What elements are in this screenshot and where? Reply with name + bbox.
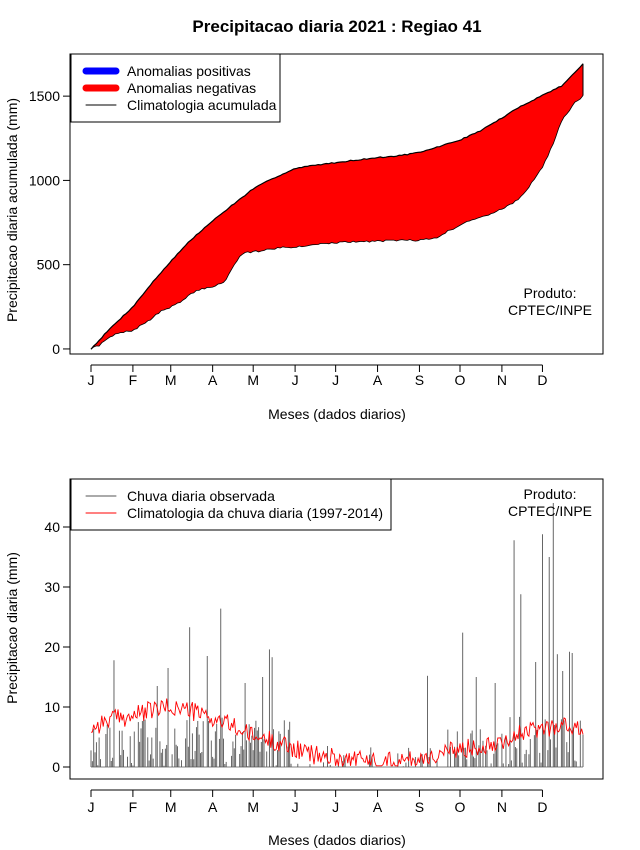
daily-climatology-layer — [90, 698, 584, 768]
legend-label-top: Climatologia acumulada — [127, 97, 277, 113]
x-tick-label-top: A — [208, 372, 218, 388]
y-tick-label-bottom: 40 — [44, 519, 60, 535]
x-tick-label-bottom: M — [165, 799, 177, 815]
credit-label-bottom: Produto: — [524, 486, 577, 502]
x-tick-label-bottom: F — [129, 799, 138, 815]
daily-rain-bars-layer — [90, 503, 584, 768]
x-tick-label-top: N — [497, 372, 507, 388]
chart-title: Precipitacao diaria 2021 : Regiao 41 — [192, 17, 481, 36]
x-tick-label-bottom: A — [373, 799, 383, 815]
x-tick-label-bottom: S — [415, 799, 424, 815]
legend-label-top: Anomalias negativas — [127, 80, 256, 96]
x-tick-label-bottom: O — [455, 799, 466, 815]
legend-label-bottom: Climatologia da chuva diaria (1997-2014) — [127, 505, 383, 521]
y-tick-label-top: 500 — [37, 257, 61, 273]
x-tick-label-bottom: M — [247, 799, 259, 815]
credit-label-top: Produto: — [524, 285, 577, 301]
observed-cumulative-line — [90, 95, 584, 350]
x-tick-label-top: J — [292, 372, 299, 388]
x-tick-label-top: J — [88, 372, 95, 388]
x-axis-title-bottom: Meses (dados diarios) — [268, 832, 406, 848]
legend-box-bottom — [70, 478, 392, 531]
y-axis-title-top: Precipitacao diaria acumulada (mm) — [4, 98, 20, 322]
legend-label-top: Anomalias positivas — [127, 63, 251, 79]
y-tick-label-bottom: 10 — [44, 699, 60, 715]
x-tick-label-top: A — [373, 372, 383, 388]
y-axis-top: 0 500 1000 1500 — [29, 88, 71, 357]
negative-anomaly-area — [91, 63, 583, 350]
y-axis-title-bottom: Precipitacao diaria (mm) — [4, 552, 20, 704]
x-tick-label-top: J — [332, 372, 339, 388]
x-tick-label-bottom: J — [88, 799, 95, 815]
y-tick-label-top: 1500 — [29, 88, 60, 104]
y-tick-label-top: 0 — [52, 341, 60, 357]
x-tick-label-top: F — [129, 372, 138, 388]
y-tick-label-bottom: 30 — [44, 579, 60, 595]
credit-source-top: CPTEC/INPE — [508, 302, 592, 318]
x-tick-label-bottom: J — [332, 799, 339, 815]
legend-label-bottom: Chuva diaria observada — [127, 488, 275, 504]
y-tick-label-bottom: 20 — [44, 639, 60, 655]
x-tick-label-top: O — [455, 372, 466, 388]
x-tick-label-bottom: J — [292, 799, 299, 815]
x-tick-label-bottom: A — [208, 799, 218, 815]
x-tick-label-bottom: D — [537, 799, 547, 815]
anomaly-area-layer — [91, 63, 583, 350]
climatology-cumulative-line — [90, 63, 584, 350]
daily-climatology-line — [90, 698, 584, 768]
x-axis-title-top: Meses (dados diarios) — [268, 406, 406, 422]
x-tick-label-top: S — [415, 372, 424, 388]
x-tick-label-top: D — [537, 372, 547, 388]
y-axis-bottom: 0 10 20 30 40 — [44, 519, 71, 775]
daily-precipitation-panel: 0 10 20 30 40 J F M A M J J A S O N D Precipitacao diar… — [4, 478, 604, 848]
y-tick-label-top: 1000 — [29, 172, 60, 188]
cumulative-precipitation-panel: 0 500 1000 1500 J F M A M J J A S O N D Precipitacao d… — [4, 53, 604, 422]
credit-source-bottom: CPTEC/INPE — [508, 503, 592, 519]
y-tick-label-bottom: 0 — [52, 759, 60, 775]
x-tick-label-top: M — [247, 372, 259, 388]
x-tick-label-bottom: N — [497, 799, 507, 815]
cumulative-lines-layer — [90, 63, 584, 350]
x-tick-label-top: M — [165, 372, 177, 388]
